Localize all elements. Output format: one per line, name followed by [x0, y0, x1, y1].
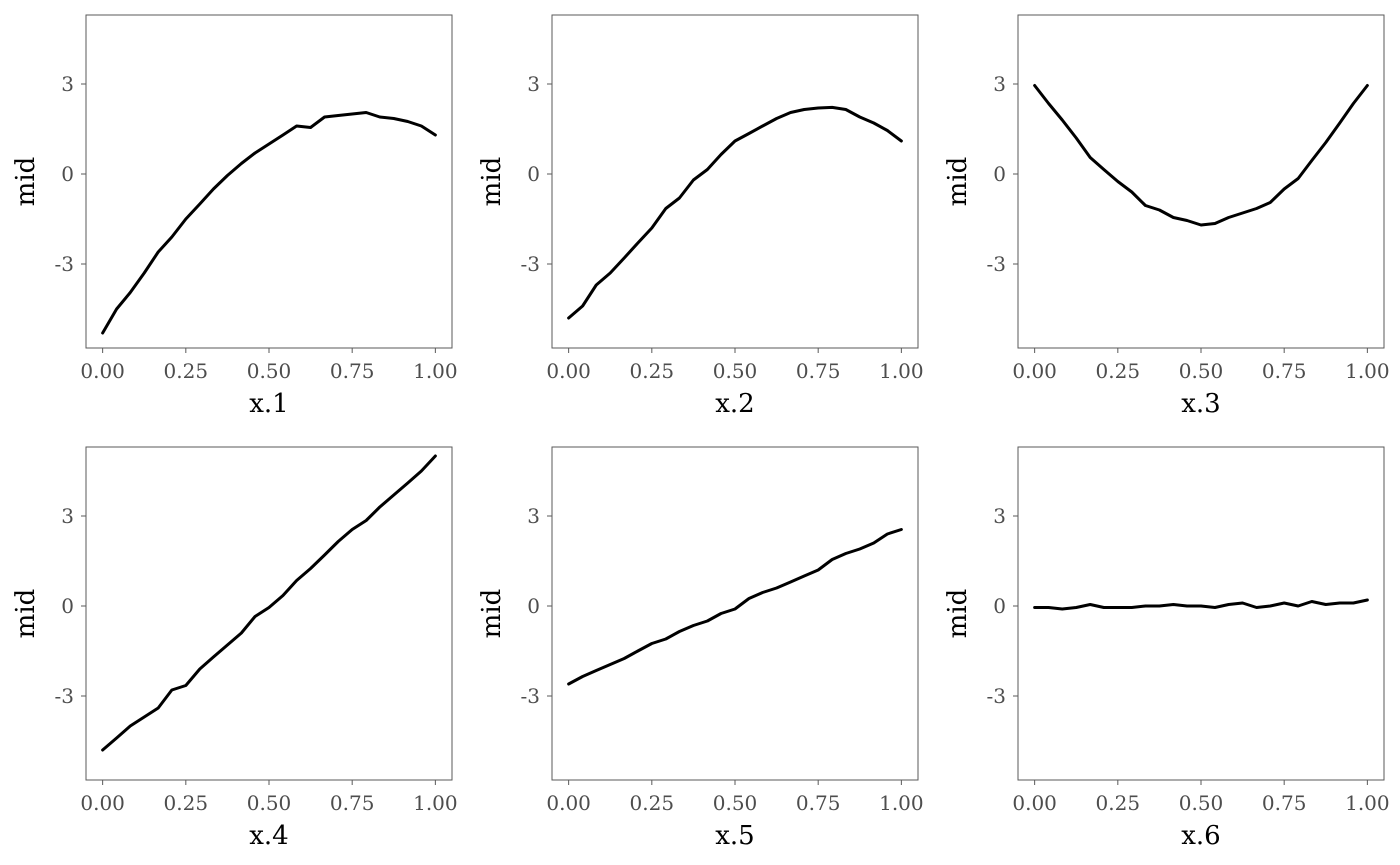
x-tick-label: 0.75 — [330, 359, 375, 383]
x-axis-title: x.6 — [1181, 821, 1220, 851]
series-line — [567, 528, 903, 686]
x-tick-label: 0.50 — [1179, 791, 1224, 815]
y-tick-label: -3 — [987, 684, 1006, 708]
panel-border — [85, 14, 453, 349]
x-tick-label: 0.00 — [1012, 359, 1057, 383]
panel-1: -3 0 3 0.00 0.25 0.50 0.75 1.00 x.1 mid — [11, 14, 458, 419]
series-line — [101, 111, 437, 335]
y-axis-title: mid — [477, 157, 507, 207]
y-tick-label: 3 — [993, 504, 1006, 528]
y-axis-title: mid — [11, 589, 41, 639]
y-tick-label: 3 — [993, 72, 1006, 96]
x-tick-label: 0.00 — [80, 359, 125, 383]
x-tick-label: 1.00 — [1345, 791, 1390, 815]
x-tick-label: 0.25 — [630, 791, 675, 815]
x-axis-title: x.4 — [249, 821, 288, 851]
y-tick-label: 3 — [527, 504, 540, 528]
x-tick-label: 0.75 — [1262, 359, 1307, 383]
x-tick-label: 0.25 — [1096, 791, 1141, 815]
y-tick-label: 3 — [61, 72, 74, 96]
x-tick-label: 0.25 — [1096, 359, 1141, 383]
x-tick-label: 0.75 — [330, 791, 375, 815]
x-tick-label: 0.50 — [247, 791, 292, 815]
x-tick-label: 0.75 — [796, 791, 841, 815]
x-tick-label: 0.25 — [164, 791, 209, 815]
x-axis-title: x.1 — [249, 389, 288, 419]
x-tick-label: 0.00 — [80, 791, 125, 815]
x-tick-label: 1.00 — [879, 791, 924, 815]
y-axis-title: mid — [943, 589, 973, 639]
y-tick-label: -3 — [521, 252, 540, 276]
panel-border — [551, 14, 919, 349]
y-tick-label: -3 — [55, 252, 74, 276]
x-tick-label: 0.00 — [546, 791, 591, 815]
panel-2: -3 0 3 0.00 0.25 0.50 0.75 1.00 x.2 mid — [477, 14, 924, 419]
x-axis-title: x.2 — [715, 389, 754, 419]
x-tick-label: 0.50 — [713, 359, 758, 383]
x-tick-label: 0.75 — [1262, 791, 1307, 815]
series-line — [567, 105, 903, 320]
x-axis-title: x.5 — [715, 821, 754, 851]
panel-border — [1017, 446, 1385, 781]
panel-border — [1017, 14, 1385, 349]
y-tick-label: 3 — [61, 504, 74, 528]
panel-4: -3 0 3 0.00 0.25 0.50 0.75 1.00 x.4 mid — [11, 446, 458, 851]
x-tick-label: 0.50 — [713, 791, 758, 815]
y-tick-label: 0 — [527, 594, 540, 618]
x-tick-label: 0.00 — [546, 359, 591, 383]
y-tick-label: -3 — [55, 684, 74, 708]
series-line — [1033, 598, 1369, 611]
y-axis-title: mid — [11, 157, 41, 207]
panel-5: -3 0 3 0.00 0.25 0.50 0.75 1.00 x.5 mid — [477, 446, 924, 851]
y-tick-label: 0 — [61, 594, 74, 618]
x-tick-label: 0.00 — [1012, 791, 1057, 815]
x-tick-label: 1.00 — [413, 359, 458, 383]
x-tick-label: 0.50 — [247, 359, 292, 383]
panel-border — [85, 446, 453, 781]
panel-border — [551, 446, 919, 781]
series-line — [1033, 84, 1369, 227]
x-tick-label: 0.75 — [796, 359, 841, 383]
panel-3: -3 0 3 0.00 0.25 0.50 0.75 1.00 x.3 mid — [943, 14, 1390, 419]
x-tick-label: 0.25 — [630, 359, 675, 383]
x-tick-label: 0.50 — [1179, 359, 1224, 383]
x-tick-label: 1.00 — [1345, 359, 1390, 383]
y-tick-label: 0 — [61, 162, 74, 186]
x-axis-title: x.3 — [1181, 389, 1220, 419]
y-tick-label: 0 — [993, 162, 1006, 186]
y-tick-label: 0 — [993, 594, 1006, 618]
y-tick-label: -3 — [987, 252, 1006, 276]
panel-6: -3 0 3 0.00 0.25 0.50 0.75 1.00 x.6 mid — [943, 446, 1390, 851]
x-tick-label: 1.00 — [879, 359, 924, 383]
y-tick-label: 0 — [527, 162, 540, 186]
series-line — [101, 454, 437, 752]
y-axis-title: mid — [477, 589, 507, 639]
x-tick-label: 0.25 — [164, 359, 209, 383]
y-tick-label: -3 — [521, 684, 540, 708]
x-tick-label: 1.00 — [413, 791, 458, 815]
y-axis-title: mid — [943, 157, 973, 207]
y-tick-label: 3 — [527, 72, 540, 96]
